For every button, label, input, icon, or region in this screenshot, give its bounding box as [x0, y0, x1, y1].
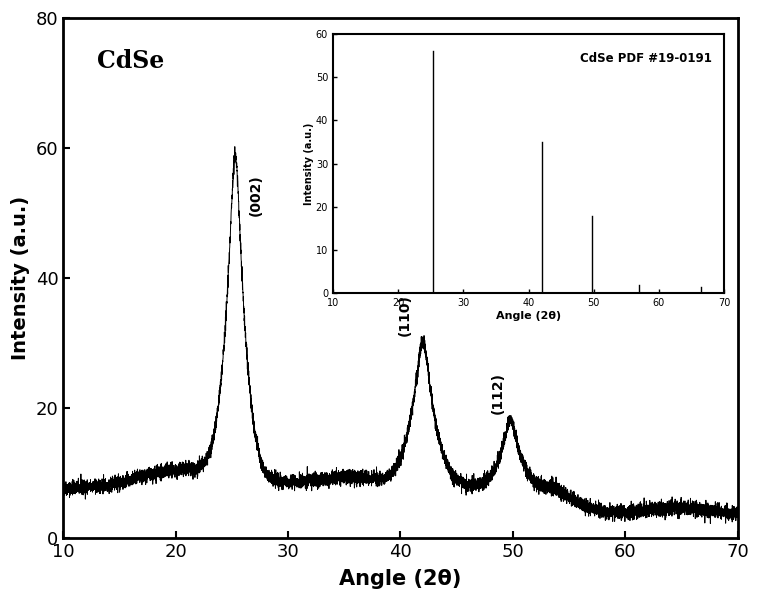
- Text: CdSe: CdSe: [97, 49, 164, 73]
- Y-axis label: Intensity (a.u.): Intensity (a.u.): [11, 196, 30, 360]
- Text: (002): (002): [249, 174, 263, 216]
- X-axis label: Angle (2θ): Angle (2θ): [339, 569, 461, 589]
- Text: (112): (112): [491, 372, 505, 414]
- Text: (110): (110): [397, 295, 412, 337]
